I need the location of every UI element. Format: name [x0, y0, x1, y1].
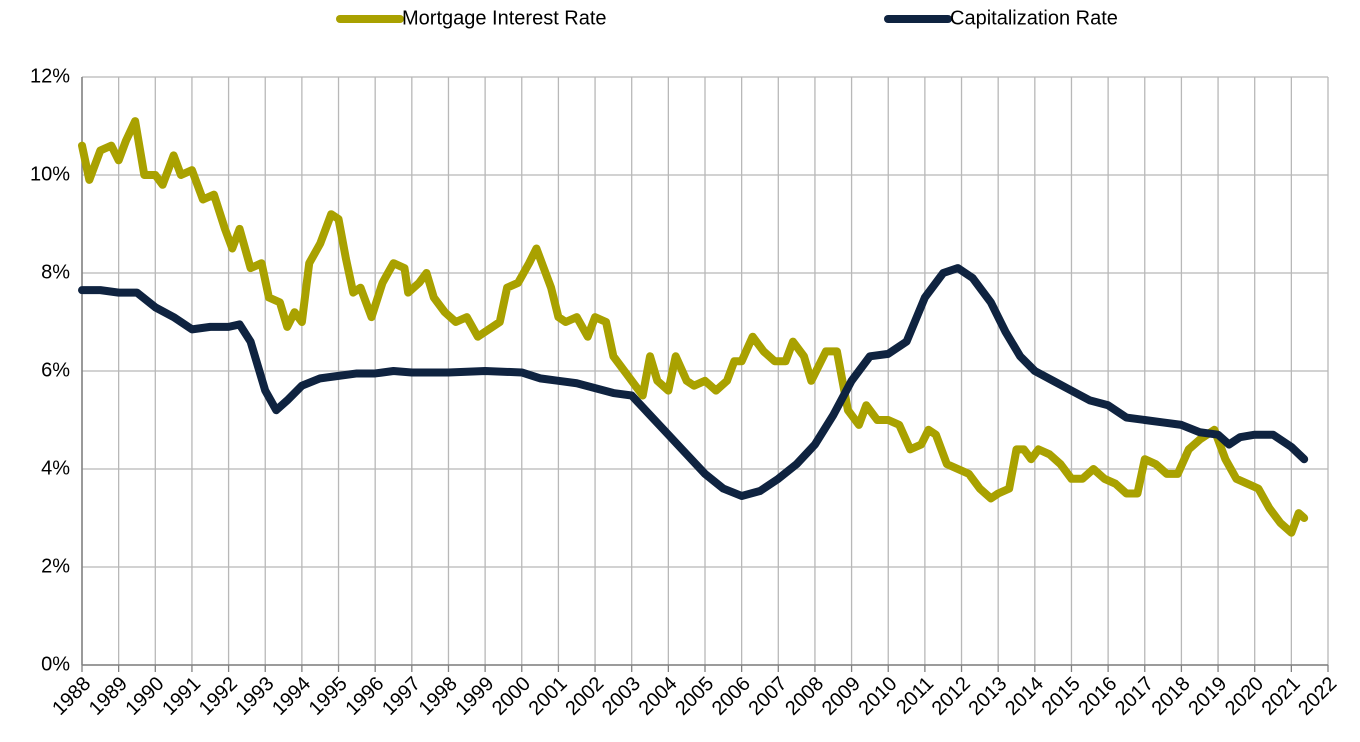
x-tick-label: 1989	[85, 673, 132, 720]
x-tick-label: 2018	[1148, 673, 1195, 720]
x-tick-label: 1994	[268, 673, 315, 720]
y-tick-label: 6%	[41, 359, 70, 381]
x-tick-label: 2001	[525, 673, 572, 720]
x-tick-label: 2007	[745, 673, 792, 720]
x-tick-label: 2020	[1221, 673, 1268, 720]
legend-label: Mortgage Interest Rate	[402, 7, 607, 29]
x-tick-label: 2015	[1038, 673, 1085, 720]
x-tick-label: 2010	[854, 673, 901, 720]
series-line	[78, 264, 1309, 500]
x-tick-label: 2003	[598, 673, 645, 720]
x-tick-label: 1993	[231, 673, 278, 720]
y-tick-label: 4%	[41, 457, 70, 479]
x-tick-label: 1998	[415, 673, 462, 720]
x-tick-label: 1988	[48, 673, 95, 720]
x-tick-label: 2012	[928, 673, 975, 720]
x-tick-label: 2000	[488, 673, 535, 720]
x-tick-label: 2013	[964, 673, 1011, 720]
x-tick-label: 2005	[671, 673, 718, 720]
x-tick-label: 2017	[1111, 673, 1158, 720]
x-tick-label: 2011	[892, 673, 938, 719]
y-tick-label: 2%	[41, 555, 70, 577]
series-line	[78, 117, 1309, 537]
x-tick-label: 2006	[708, 673, 755, 720]
x-tick-label: 1996	[341, 673, 388, 720]
x-tick-label: 1990	[122, 673, 169, 720]
x-tick-label: 2016	[1074, 673, 1121, 720]
x-tick-label: 1995	[305, 673, 352, 720]
x-tick-label: 2002	[561, 673, 608, 720]
x-tick-label: 2021	[1258, 673, 1305, 720]
x-tick-label: 2014	[1001, 673, 1048, 720]
x-tick-label: 1999	[451, 673, 498, 720]
x-tick-label: 1992	[195, 673, 242, 720]
y-tick-label: 8%	[41, 261, 70, 283]
x-tick-label: 1991	[158, 673, 205, 720]
x-tick-label: 2008	[781, 673, 828, 720]
x-tick-label: 2022	[1294, 673, 1341, 720]
x-tick-label: 2019	[1184, 673, 1231, 720]
y-tick-label: 10%	[30, 163, 70, 185]
y-tick-label: 12%	[30, 65, 70, 87]
x-tick-label: 2009	[818, 673, 865, 720]
x-tick-label: 1997	[378, 673, 425, 720]
x-tick-label: 2004	[635, 673, 682, 720]
y-tick-label: 0%	[41, 653, 70, 675]
legend-label: Capitalization Rate	[950, 7, 1118, 29]
